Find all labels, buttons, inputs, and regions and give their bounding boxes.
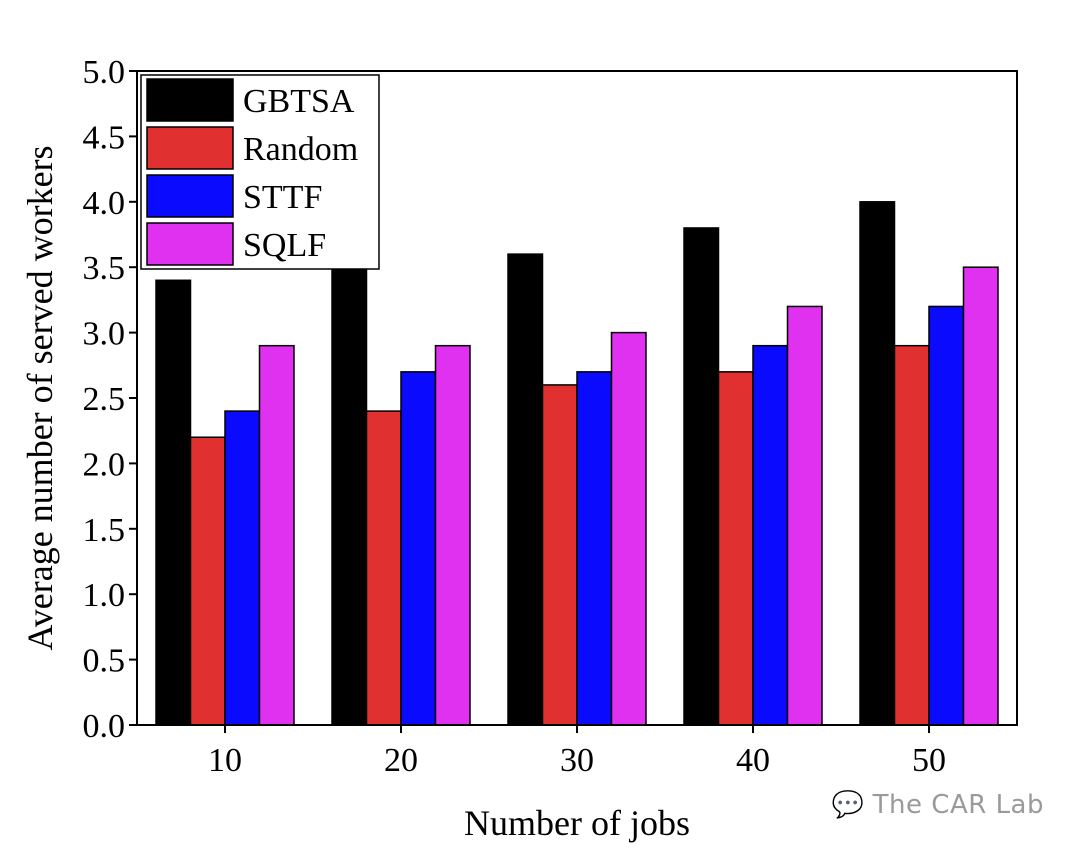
axis-ticks: 0.0 0.5 1.0 1.5 2.0 2.5 3.0 3.5 4.0 4.5 5.0 10 20 30 4…: [83, 54, 947, 779]
x-tick-label: 10: [208, 742, 242, 779]
y-tick-label: 3.5: [83, 250, 126, 287]
bar-sqlf-50: [962, 266, 999, 726]
bar-random-30: [541, 384, 578, 726]
y-tick-label: 1.5: [83, 512, 126, 549]
y-tick-label: 2.0: [83, 446, 126, 483]
y-tick-label: 5.0: [83, 54, 126, 91]
legend-label-sttf: STTF: [243, 179, 322, 216]
bars-group: [155, 201, 999, 726]
legend-swatch-gbtsa: [146, 78, 234, 122]
bar-random-20: [365, 410, 402, 726]
bar-sqlf-10: [258, 344, 295, 726]
y-tick-label: 1.0: [83, 577, 126, 614]
legend-swatch-random: [146, 126, 234, 170]
bar-random-40: [717, 371, 754, 726]
bar-sqlf-20: [434, 344, 471, 726]
bar-sqlf-30: [610, 331, 647, 726]
legend-swatch-sttf: [146, 174, 234, 218]
bar-gbtsa-40: [683, 227, 720, 726]
legend-label-sqlf: SQLF: [243, 227, 326, 264]
legend-swatch-sqlf: [146, 222, 234, 266]
bar-gbtsa-50: [859, 201, 896, 726]
legend-label-gbtsa: GBTSA: [243, 83, 355, 120]
bar-random-10: [189, 436, 226, 726]
y-tick-label: 4.5: [83, 119, 126, 156]
legend-label-random: Random: [243, 131, 358, 168]
bar-sttf-30: [576, 371, 613, 726]
bar-sttf-20: [400, 371, 437, 726]
x-tick-label: 20: [384, 742, 418, 779]
bar-sttf-10: [224, 410, 261, 726]
bar-sttf-50: [928, 305, 965, 726]
y-tick-label: 0.0: [83, 708, 126, 745]
bar-sttf-40: [752, 344, 789, 726]
wechat-icon: 💬: [831, 790, 865, 820]
bar-gbtsa-30: [507, 253, 544, 726]
x-tick-label: 30: [560, 742, 594, 779]
x-tick-label: 40: [736, 742, 770, 779]
y-axis-label: Average number of served workers: [20, 145, 60, 650]
legend: GBTSA Random STTF SQLF: [140, 74, 380, 270]
x-axis-label: Number of jobs: [464, 803, 690, 843]
x-tick-label: 50: [912, 742, 946, 779]
y-tick-label: 0.5: [83, 643, 126, 680]
y-tick-label: 2.5: [83, 381, 126, 418]
bar-random-50: [893, 344, 930, 726]
y-tick-label: 3.0: [83, 316, 126, 353]
bar-gbtsa-10: [155, 279, 192, 726]
bar-sqlf-40: [786, 305, 823, 726]
bar-gbtsa-20: [331, 253, 368, 726]
watermark: 💬 The CAR Lab: [832, 790, 1044, 820]
y-tick-label: 4.0: [83, 185, 126, 222]
watermark-text: The CAR Lab: [872, 790, 1044, 820]
